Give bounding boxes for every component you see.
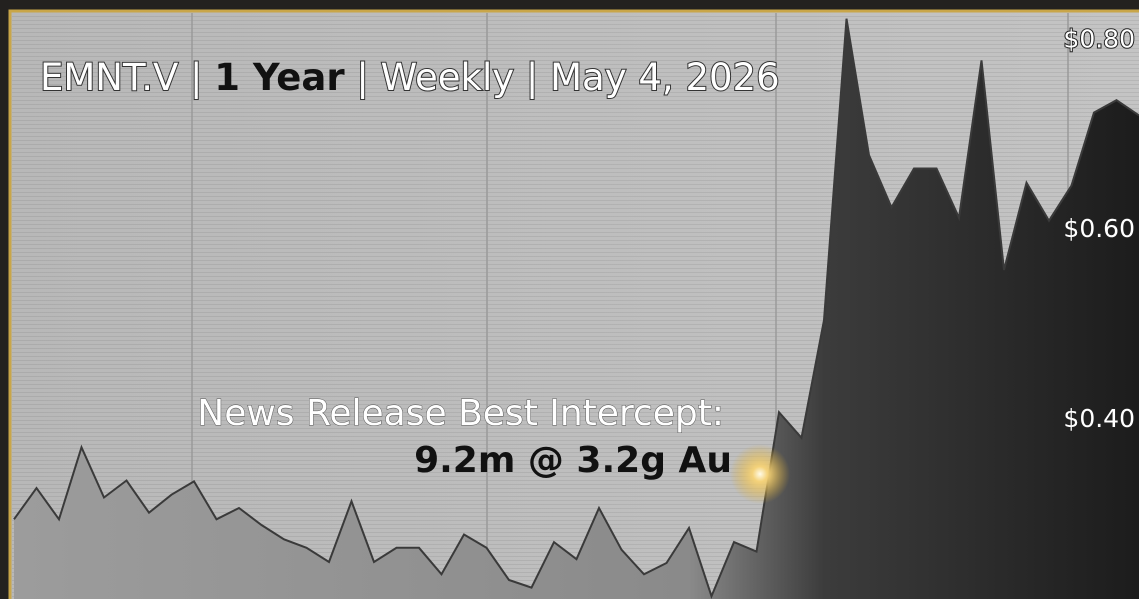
title-part: EMNT.V |	[40, 56, 214, 99]
annotation: News Release Best Intercept:	[197, 393, 724, 434]
marks	[13, 18, 1139, 599]
y-tick-label: $0.40	[1063, 404, 1135, 433]
line	[13, 18, 1139, 599]
chart-title: EMNT.V | 1 Year | Weekly | May 4, 2026	[40, 56, 780, 99]
title-part: | Weekly | May 4, 2026	[345, 56, 780, 99]
y-tick-label: $0.80	[1063, 25, 1135, 54]
highlight	[730, 444, 790, 504]
annotation: 9.2m @ 3.2g Au	[414, 440, 732, 481]
y-tick-label: $0.60	[1063, 214, 1135, 243]
title-part: 1 Year	[214, 56, 345, 99]
area	[14, 18, 1139, 599]
